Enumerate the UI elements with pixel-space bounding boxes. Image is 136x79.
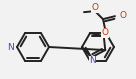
Text: O: O	[101, 28, 108, 37]
Text: O: O	[92, 3, 98, 12]
Text: N: N	[89, 56, 96, 65]
Text: N: N	[7, 43, 14, 52]
Text: O: O	[119, 11, 126, 20]
